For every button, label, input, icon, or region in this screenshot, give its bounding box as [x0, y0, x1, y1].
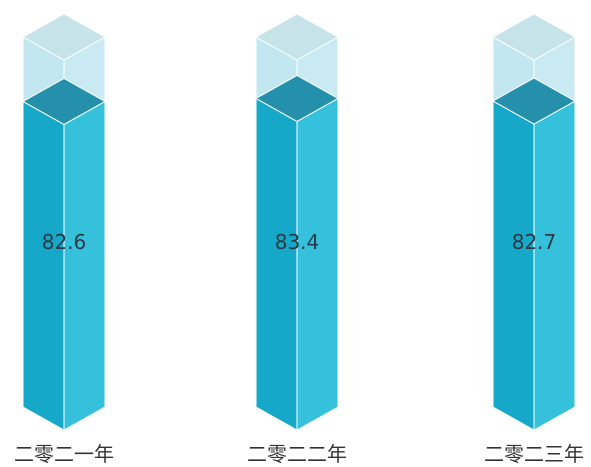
x-tick-label: 二零二二年	[247, 442, 347, 466]
value-label: 82.6	[42, 230, 87, 254]
value-label: 83.4	[275, 230, 320, 254]
bars-layer	[22, 13, 576, 431]
labels-layer: 82.6 二零二一年 83.4 二零二二年 82.7 二零二三年	[14, 230, 584, 466]
bar-ghost-top-face	[22, 13, 106, 61]
value-label: 82.7	[512, 230, 557, 254]
bar-top-face	[255, 74, 339, 122]
x-tick-label: 二零二一年	[14, 442, 114, 466]
bar-3	[492, 13, 576, 431]
bar-side-face	[296, 97, 339, 431]
bar-1	[22, 13, 106, 431]
bar-ghost-top-face	[255, 13, 339, 61]
bar-front-face	[22, 100, 65, 431]
bar-side-face	[533, 100, 576, 431]
bar-top-face	[492, 77, 576, 125]
bar-front-face	[255, 97, 298, 431]
x-tick-label: 二零二三年	[484, 442, 584, 466]
bar-ghost-top-face	[492, 13, 576, 61]
bar-side-face	[63, 100, 106, 431]
bar-top-face	[22, 77, 106, 125]
bar-2	[255, 13, 339, 431]
bar-front-face	[492, 100, 535, 431]
